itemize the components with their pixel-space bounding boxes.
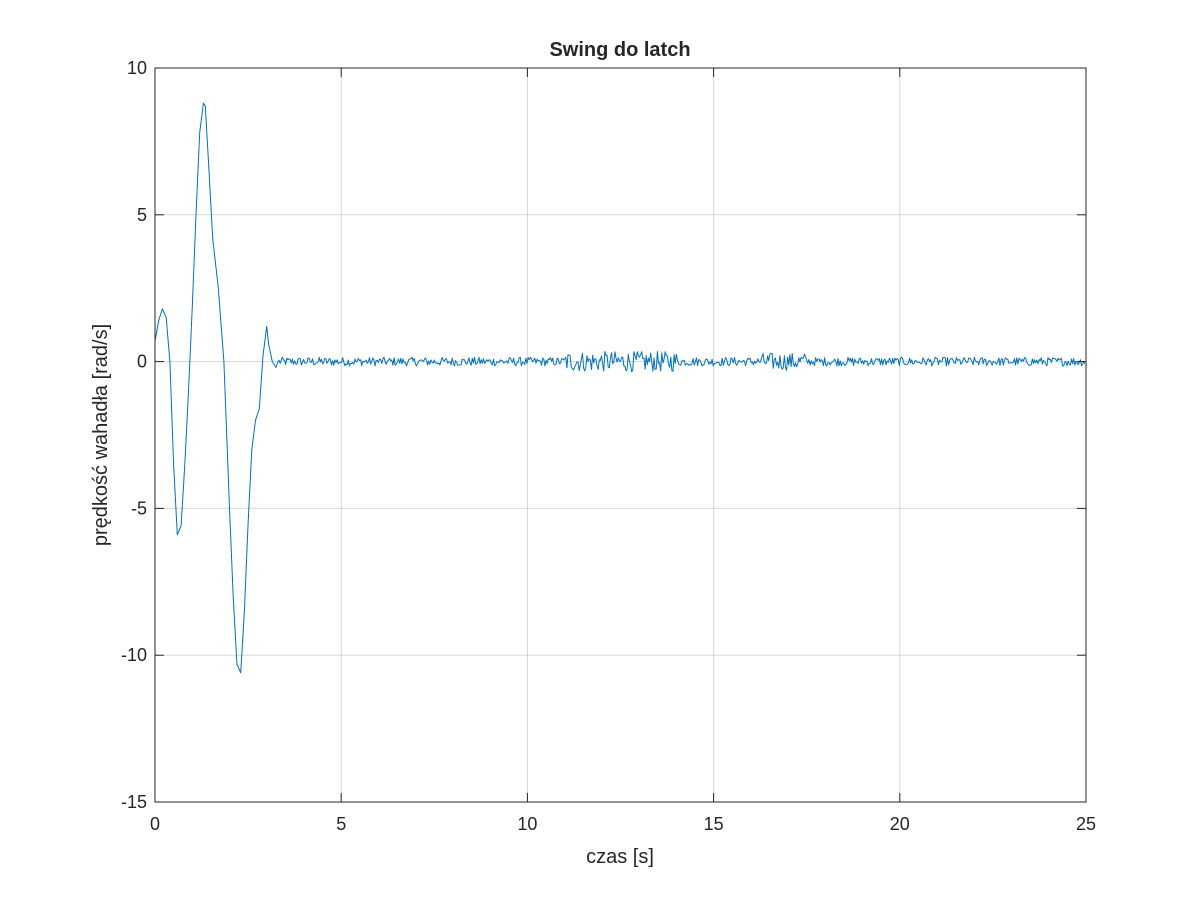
y-tick-label: -5 [131, 498, 147, 518]
x-tick-label: 0 [150, 814, 160, 834]
series-line [154, 102, 1086, 674]
data-layer [154, 102, 1086, 674]
x-tick-label: 25 [1076, 814, 1096, 834]
y-tick-label: -15 [121, 792, 147, 812]
tick-marks [154, 67, 1087, 803]
x-tick-label: 5 [336, 814, 346, 834]
y-tick-label: 10 [127, 58, 147, 78]
y-tick-label: -10 [121, 645, 147, 665]
y-axis-label: prędkość wahadła [rad/s] [90, 324, 112, 546]
y-tick-labels: -15 -10 -5 0 5 10 [121, 58, 147, 812]
x-axis-label: czas [s] [586, 846, 654, 868]
x-tick-label: 20 [890, 814, 910, 834]
plot-area [155, 68, 1086, 802]
x-tick-labels: 0 5 10 15 20 25 [150, 814, 1096, 834]
chart-title: Swing do latch [549, 39, 690, 61]
y-tick-label: 5 [137, 205, 147, 225]
plot-frame [154, 67, 1087, 803]
x-tick-label: 15 [704, 814, 724, 834]
y-tick-label: 0 [137, 352, 147, 372]
x-tick-label: 10 [517, 814, 537, 834]
